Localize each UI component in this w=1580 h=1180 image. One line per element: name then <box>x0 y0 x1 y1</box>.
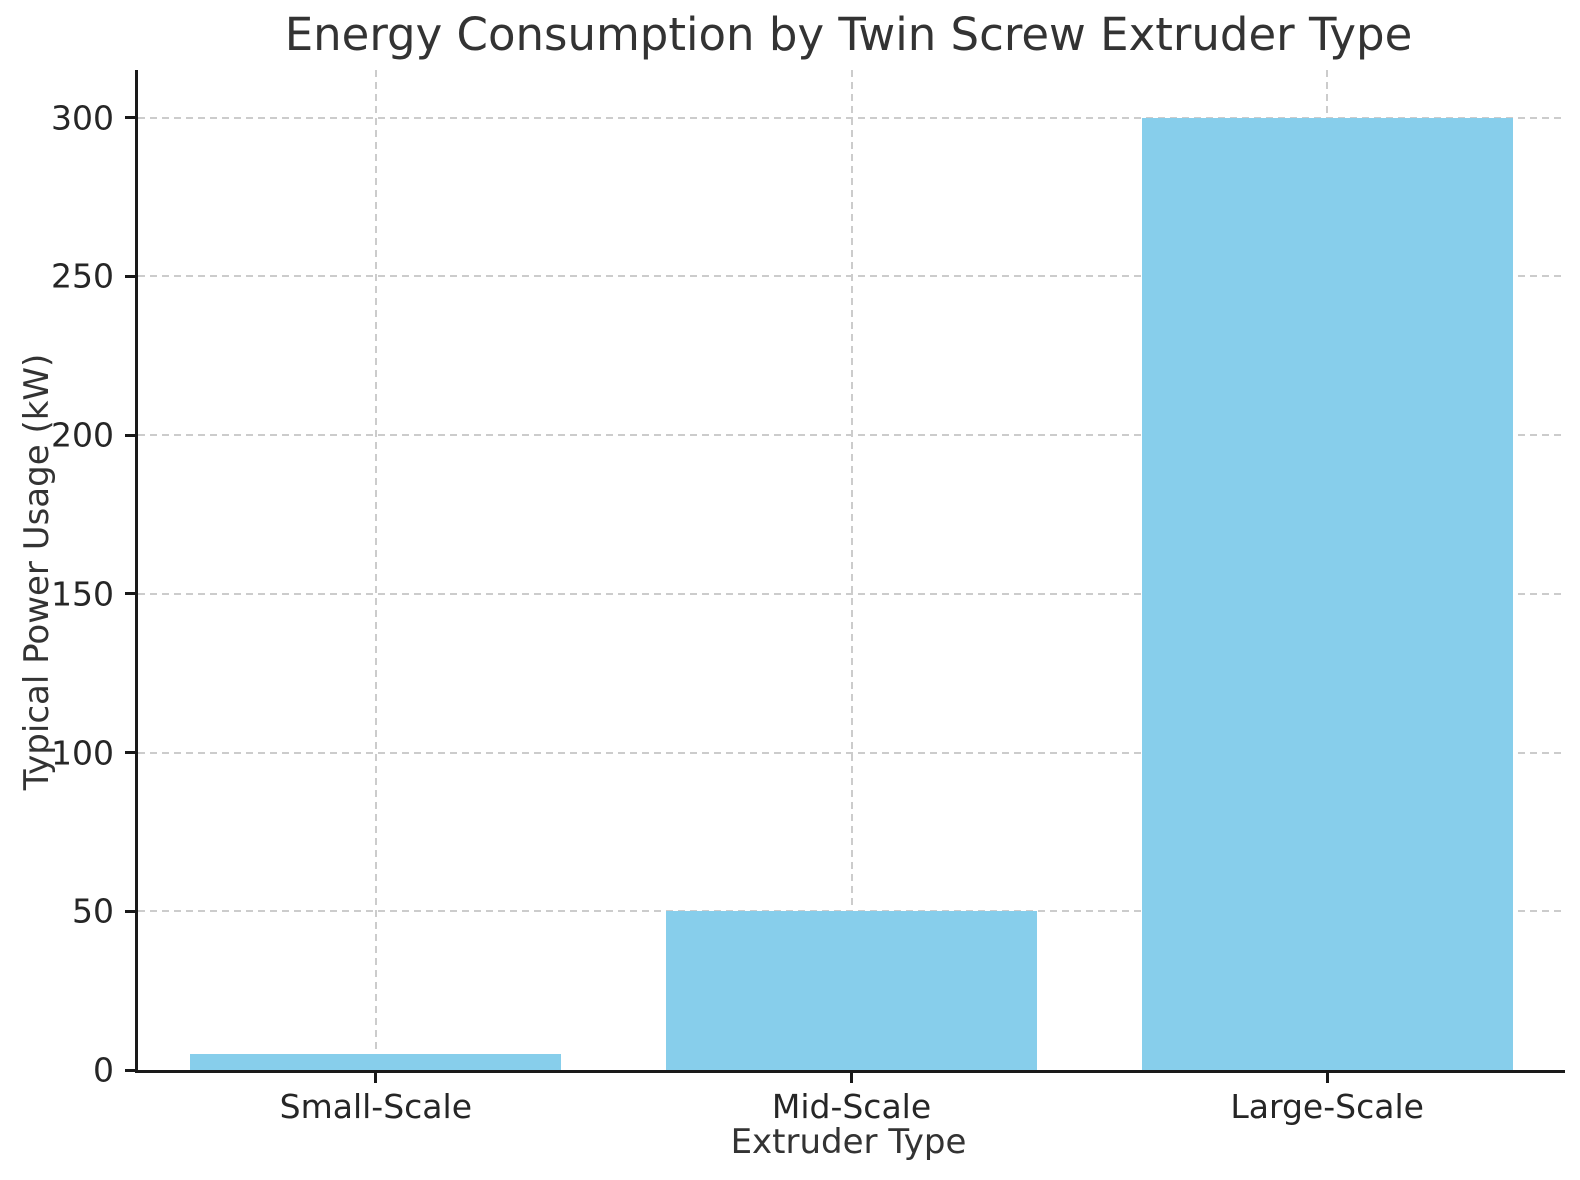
gridline-vertical <box>850 70 853 1070</box>
y-tick-mark <box>125 116 135 120</box>
y-tick-mark <box>125 274 135 278</box>
y-tick-label: 250 <box>51 256 114 296</box>
y-tick-label: 50 <box>72 891 114 931</box>
x-tick-mark <box>374 1073 378 1083</box>
y-tick-label: 0 <box>93 1050 114 1090</box>
plot-area: 0 50 100 150 200 250 300 Small-Scale Mid-Scale La… <box>51 70 1565 1126</box>
x-axis-label: Extruder Type <box>730 1122 967 1162</box>
y-tick-mark <box>125 909 135 913</box>
x-tick-label: Small-Scale <box>279 1087 473 1126</box>
y-tick-label: 300 <box>51 98 114 138</box>
gridline-vertical <box>374 70 377 1070</box>
y-tick-mark <box>125 751 135 755</box>
y-tick-label: 150 <box>51 574 114 614</box>
bar-large-scale <box>1141 117 1513 1070</box>
x-tick-mark <box>1325 1073 1329 1083</box>
chart-title: Energy Consumption by Twin Screw Extrude… <box>284 8 1413 61</box>
y-tick-label: 100 <box>51 733 114 773</box>
x-tick-label: Mid-Scale <box>771 1087 932 1126</box>
y-tick-label: 200 <box>51 415 114 455</box>
bar-mid-scale <box>665 911 1037 1070</box>
x-tick-mark <box>850 1073 853 1083</box>
y-tick-mark <box>125 592 135 596</box>
bar-small-scale <box>190 1054 562 1070</box>
x-tick-label: Large-Scale <box>1230 1087 1424 1126</box>
y-tick-mark <box>125 1068 135 1072</box>
y-tick-mark <box>125 433 135 437</box>
